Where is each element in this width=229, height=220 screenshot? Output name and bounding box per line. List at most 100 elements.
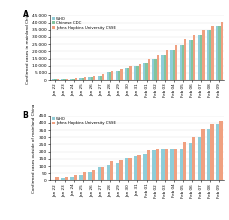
Bar	[156, 149, 159, 180]
Bar	[101, 167, 104, 180]
Bar	[55, 176, 59, 180]
Bar	[147, 150, 150, 180]
Bar	[180, 149, 183, 180]
Bar	[111, 72, 114, 80]
Bar	[152, 150, 156, 180]
Bar	[116, 71, 118, 80]
Bar	[165, 149, 168, 180]
Bar	[88, 172, 92, 180]
Bar	[66, 79, 68, 80]
Bar	[161, 55, 164, 80]
Legend: WHO, Chinese CDC, Johns Hopkins University CSSE: WHO, Chinese CDC, Johns Hopkins Universi…	[51, 16, 116, 30]
Bar	[61, 178, 65, 180]
Bar	[63, 79, 66, 80]
Bar	[116, 163, 119, 180]
Bar	[182, 45, 184, 80]
Bar	[189, 143, 192, 180]
Bar	[100, 76, 102, 80]
Bar	[216, 26, 218, 80]
Bar	[143, 154, 147, 180]
Bar	[189, 40, 191, 80]
Bar	[110, 161, 114, 180]
Bar	[210, 125, 214, 180]
Bar	[145, 63, 148, 80]
Bar	[184, 39, 186, 80]
Bar	[125, 68, 127, 80]
Bar	[72, 79, 75, 80]
Bar	[202, 30, 204, 80]
Bar	[79, 175, 83, 180]
Bar	[91, 77, 93, 80]
Bar	[207, 129, 210, 180]
Bar	[198, 35, 200, 80]
Bar	[218, 26, 221, 80]
Bar	[54, 79, 57, 80]
Bar	[128, 158, 132, 180]
Bar	[61, 79, 63, 80]
Bar	[107, 72, 109, 80]
Bar	[166, 50, 168, 80]
Bar	[102, 73, 104, 80]
Bar	[83, 172, 86, 180]
Bar	[161, 149, 165, 180]
Bar	[200, 35, 202, 80]
Bar	[207, 30, 209, 80]
Bar	[180, 45, 182, 80]
Bar	[183, 142, 186, 180]
Text: A: A	[22, 10, 28, 19]
Bar	[175, 45, 177, 80]
Bar	[134, 156, 137, 180]
Bar	[164, 55, 166, 80]
Bar	[129, 66, 132, 80]
Bar	[134, 66, 136, 80]
Bar	[65, 176, 68, 180]
Bar	[211, 26, 214, 80]
Bar	[75, 78, 77, 80]
Y-axis label: Confirmed cases in mainland China: Confirmed cases in mainland China	[26, 11, 30, 84]
Bar	[74, 175, 77, 180]
Bar	[70, 79, 72, 80]
Bar	[98, 76, 100, 80]
Bar	[79, 78, 82, 80]
Bar	[137, 155, 141, 180]
Bar	[118, 71, 120, 80]
Bar	[192, 137, 196, 180]
Bar	[152, 59, 155, 80]
Bar	[148, 59, 150, 80]
Bar	[119, 160, 123, 180]
Bar	[70, 177, 74, 180]
Bar	[174, 149, 177, 180]
Bar	[219, 121, 223, 180]
Bar	[193, 35, 196, 80]
Bar	[221, 22, 223, 80]
Bar	[88, 77, 91, 80]
Bar	[155, 59, 157, 80]
Y-axis label: Confirmed cases outside of mainland China: Confirmed cases outside of mainland Chin…	[33, 103, 36, 193]
Bar	[84, 77, 86, 80]
Bar	[170, 50, 173, 80]
Bar	[82, 78, 84, 80]
Bar	[139, 64, 141, 80]
Bar	[98, 167, 101, 180]
Bar	[216, 124, 219, 180]
Bar	[201, 129, 204, 180]
Bar	[173, 50, 175, 80]
Bar	[143, 63, 145, 80]
Bar	[170, 149, 174, 180]
Bar	[120, 69, 123, 80]
Text: B: B	[22, 110, 28, 119]
Bar	[92, 170, 95, 180]
Bar	[198, 137, 201, 180]
Bar	[57, 79, 59, 80]
Bar	[125, 158, 128, 180]
Bar	[107, 165, 110, 180]
Bar	[157, 55, 159, 80]
Bar	[127, 68, 129, 80]
Bar	[209, 30, 211, 80]
Bar	[136, 66, 139, 80]
Bar	[191, 40, 193, 80]
Legend: WHO, Johns Hopkins University CSSE: WHO, Johns Hopkins University CSSE	[51, 116, 116, 126]
Bar	[109, 72, 111, 80]
Bar	[52, 79, 54, 80]
Bar	[93, 76, 95, 80]
